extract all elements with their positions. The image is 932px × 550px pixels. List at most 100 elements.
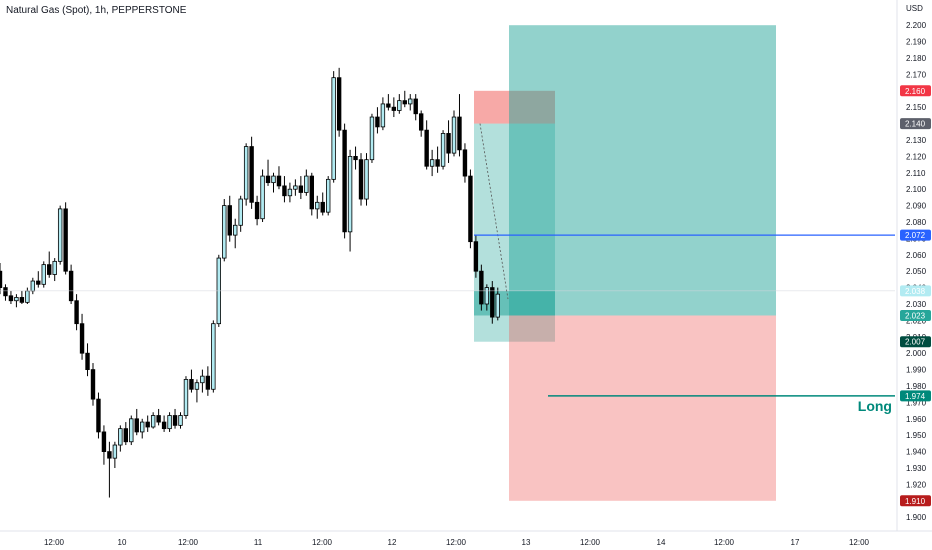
price-tick-label: 2.130 bbox=[906, 136, 927, 145]
candle-body bbox=[161, 421, 167, 430]
candle-body bbox=[172, 415, 178, 426]
candle-body bbox=[462, 149, 468, 177]
candle-body bbox=[183, 379, 189, 416]
candle-body bbox=[260, 175, 265, 220]
price-tick-label: 1.960 bbox=[906, 415, 927, 424]
time-tick-label: 17 bbox=[791, 538, 800, 547]
time-tick-label: 12:00 bbox=[849, 538, 870, 547]
candle-body bbox=[440, 133, 446, 167]
price-tick-label: 1.990 bbox=[906, 366, 927, 375]
candle-body bbox=[457, 116, 462, 151]
candle-body bbox=[90, 369, 96, 400]
candle-body bbox=[156, 415, 161, 423]
candle-body bbox=[107, 451, 112, 459]
overlay-lines: Long bbox=[0, 123, 895, 414]
candle-body bbox=[227, 205, 232, 236]
candle-body bbox=[129, 418, 134, 443]
price-tick-label: 2.090 bbox=[906, 202, 927, 211]
candle-body bbox=[52, 260, 57, 275]
candle-body bbox=[0, 270, 3, 289]
candle-body bbox=[315, 201, 320, 210]
candle-body bbox=[243, 146, 249, 200]
candle-body bbox=[74, 300, 79, 325]
candle-body bbox=[3, 287, 8, 297]
candle-body bbox=[254, 201, 260, 220]
profit-zone bbox=[509, 25, 776, 316]
candle-body bbox=[150, 415, 156, 428]
candle-body bbox=[112, 444, 118, 459]
candle-body bbox=[353, 155, 358, 161]
candle-body bbox=[298, 185, 304, 193]
candle-body bbox=[189, 379, 194, 390]
candle-body bbox=[397, 100, 402, 111]
price-tick-label: 2.170 bbox=[906, 70, 927, 79]
price-tick-label: 2.180 bbox=[906, 54, 927, 63]
candle-body bbox=[309, 175, 314, 210]
price-tag bbox=[900, 229, 931, 241]
candle-body bbox=[336, 77, 342, 131]
candle-body bbox=[145, 421, 150, 428]
price-tick-label: 1.900 bbox=[906, 513, 927, 522]
candle-body bbox=[293, 185, 298, 190]
candle-body bbox=[468, 175, 473, 243]
candle-body bbox=[386, 103, 391, 108]
candle-body bbox=[282, 185, 287, 197]
chart-title: Natural Gas (Spot), 1h, PEPPERSTONE bbox=[6, 5, 187, 16]
candle-body bbox=[380, 103, 386, 128]
time-tick-label: 12:00 bbox=[446, 538, 467, 547]
candle-body bbox=[134, 418, 139, 433]
candle-body bbox=[391, 106, 397, 111]
price-axis: USD 2.200 2.190 2.180 2.170 2.160 2.150 2.140 2.… bbox=[896, 0, 931, 531]
candle-body bbox=[375, 116, 380, 128]
candle-body bbox=[63, 208, 68, 272]
candle-body bbox=[287, 188, 293, 197]
candle-body bbox=[205, 375, 211, 390]
price-tag-label: 2.038 bbox=[905, 287, 926, 296]
candle-body bbox=[331, 77, 336, 180]
candle-body bbox=[57, 208, 63, 262]
price-tick-label: 2.150 bbox=[906, 103, 927, 112]
candle-body bbox=[8, 295, 14, 302]
candle-body bbox=[178, 415, 183, 426]
price-tag bbox=[900, 390, 931, 402]
time-axis: 12:00 10 12:00 11 12:00 12 12:00 13 12:00 14 12:00… bbox=[0, 530, 932, 547]
candle-body bbox=[347, 155, 353, 233]
candle-body bbox=[30, 280, 36, 292]
candle-body bbox=[41, 264, 46, 285]
candle-body bbox=[36, 280, 41, 285]
candle-body bbox=[342, 129, 347, 233]
projection-line bbox=[479, 123, 509, 300]
candle-body bbox=[200, 375, 205, 384]
candle-body bbox=[495, 293, 500, 318]
candle-body bbox=[25, 290, 30, 303]
candle-body bbox=[249, 146, 254, 203]
price-tag-label: 2.072 bbox=[905, 231, 926, 240]
loss-zone bbox=[509, 315, 776, 501]
price-tick-label: 2.120 bbox=[906, 152, 927, 161]
price-tick-label: 1.940 bbox=[906, 448, 927, 457]
candle-body bbox=[271, 175, 276, 184]
price-tick-label: 1.920 bbox=[906, 480, 927, 489]
candle-body bbox=[484, 287, 490, 305]
price-tag bbox=[900, 336, 931, 348]
candle-body bbox=[473, 241, 479, 272]
candle-body bbox=[325, 178, 331, 213]
price-tick-label: 2.200 bbox=[906, 21, 927, 30]
candle-body bbox=[435, 159, 440, 167]
price-tag bbox=[900, 85, 931, 97]
time-tick-label: 12 bbox=[388, 538, 397, 547]
price-tick-label: 2.190 bbox=[906, 38, 927, 47]
candle-body bbox=[101, 431, 107, 453]
time-tick-label: 10 bbox=[118, 538, 127, 547]
price-tag bbox=[900, 118, 931, 130]
price-tick-label: 2.100 bbox=[906, 185, 927, 194]
price-tick-label: 1.970 bbox=[906, 398, 927, 407]
time-tick-label: 12:00 bbox=[580, 538, 601, 547]
long-label: Long bbox=[858, 398, 892, 414]
candles-layer bbox=[0, 67, 500, 498]
candle-body bbox=[96, 398, 101, 433]
price-tick-label: 2.000 bbox=[906, 349, 927, 358]
candle-body bbox=[79, 323, 85, 354]
price-tick-label: 2.050 bbox=[906, 267, 927, 276]
